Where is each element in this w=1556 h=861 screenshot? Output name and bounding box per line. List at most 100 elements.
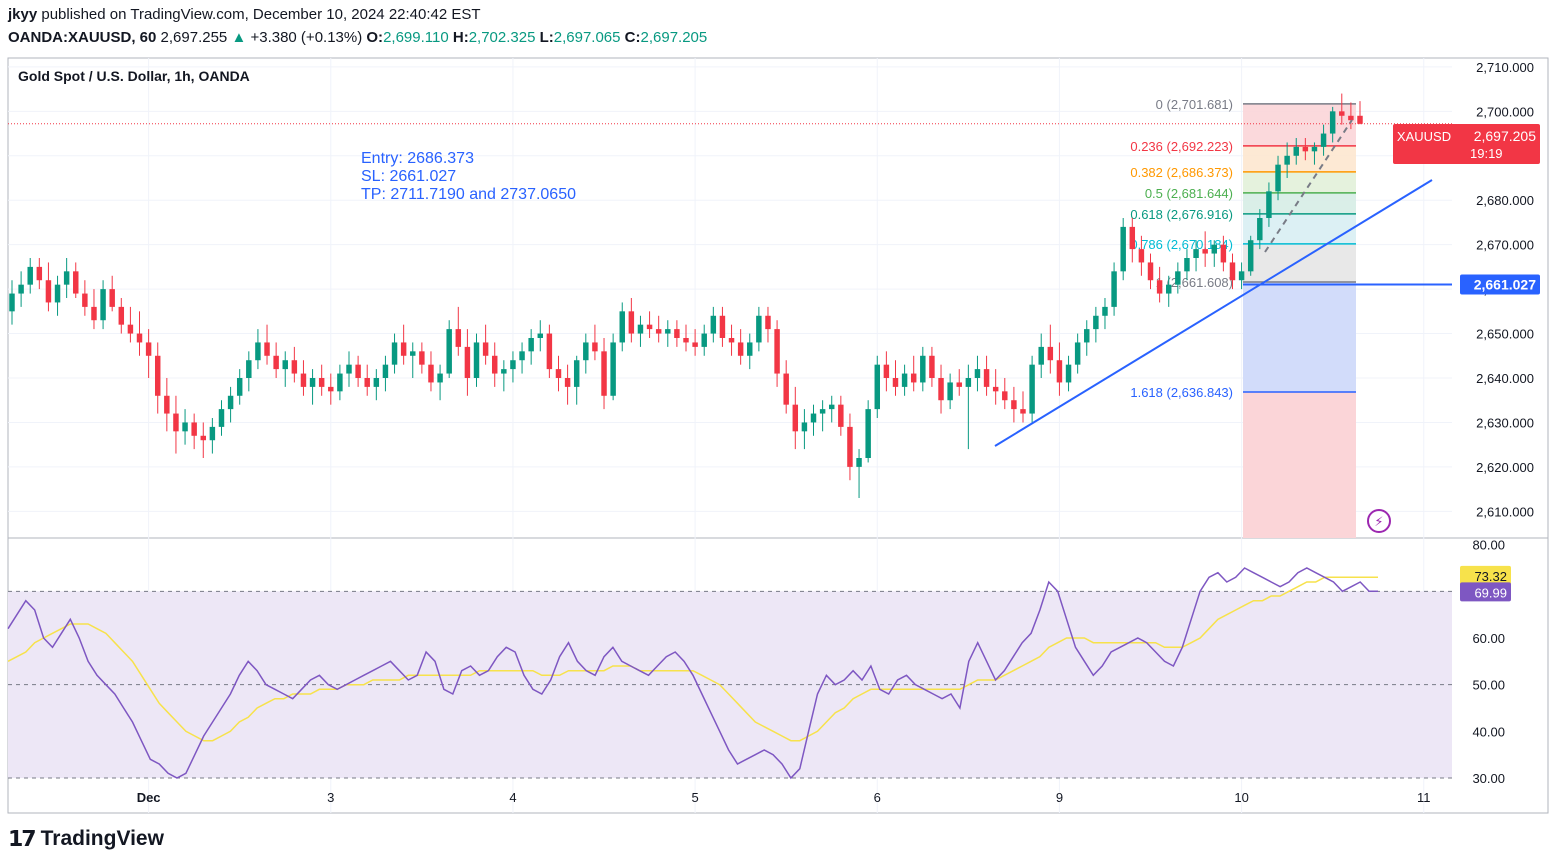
candle-body bbox=[592, 342, 598, 352]
trend-line bbox=[994, 179, 1433, 447]
candle-body bbox=[938, 378, 944, 401]
candle-body bbox=[282, 360, 288, 370]
current-price-value: 2,697.205 bbox=[1474, 128, 1536, 144]
candle-body bbox=[1074, 342, 1081, 365]
candle-body bbox=[1247, 240, 1254, 272]
candle-body bbox=[637, 324, 644, 334]
rsi-ma-value: 73.32 bbox=[1474, 569, 1507, 584]
time-tick-label: 4 bbox=[509, 790, 516, 805]
candle-body bbox=[819, 409, 826, 414]
fib-zone bbox=[1243, 281, 1356, 393]
candle-body bbox=[1193, 249, 1199, 258]
candle-body bbox=[856, 458, 862, 467]
fib-level-label: 0.236 (2,692.223) bbox=[1130, 139, 1233, 154]
candle-body bbox=[45, 280, 52, 303]
projection-path bbox=[1264, 119, 1353, 253]
author-name[interactable]: jkyy bbox=[8, 6, 38, 23]
candle-body bbox=[209, 426, 216, 441]
fib-zone bbox=[1243, 145, 1356, 172]
candle-body bbox=[1056, 360, 1063, 383]
candle-body bbox=[100, 289, 106, 321]
candle-body bbox=[774, 329, 780, 374]
candle-body bbox=[610, 342, 616, 396]
candle-body bbox=[82, 293, 88, 307]
candle-body bbox=[810, 413, 817, 423]
current-price-symbol: XAUUSD bbox=[1397, 129, 1451, 144]
price-tick-label: 2,680.000 bbox=[1476, 193, 1534, 208]
candle-body bbox=[455, 329, 462, 347]
price-tick-label: 2,610.000 bbox=[1476, 504, 1534, 519]
candle-body bbox=[646, 324, 653, 330]
candle-body bbox=[164, 395, 170, 414]
candle-body bbox=[910, 373, 917, 383]
candle-body bbox=[510, 360, 516, 370]
candle-body bbox=[482, 342, 489, 356]
candle-body bbox=[619, 311, 625, 343]
candle-body bbox=[828, 404, 835, 410]
candle-body bbox=[328, 386, 334, 392]
candle-body bbox=[419, 351, 425, 365]
rsi-tick-label: 80.00 bbox=[1472, 538, 1505, 553]
candle-body bbox=[719, 315, 726, 338]
price-tick-label: 2,650.000 bbox=[1476, 327, 1534, 342]
symbol-quote-line: OANDA:XAUUSD, 60 2,697.255 ▲ +3.380 (+0.… bbox=[8, 29, 707, 46]
stop-loss-badge bbox=[1460, 274, 1540, 295]
tradingview-logo[interactable]: 𝟭𝟳 TradingView bbox=[8, 826, 164, 852]
candle-body bbox=[382, 364, 389, 378]
candle-body bbox=[546, 333, 553, 370]
candle-body bbox=[491, 355, 498, 374]
candle-body bbox=[674, 329, 680, 338]
fib-level-label: 0.786 (2,670.184) bbox=[1130, 237, 1233, 252]
candle-body bbox=[1211, 244, 1218, 254]
candle-body bbox=[373, 378, 380, 387]
candle-body bbox=[838, 404, 844, 427]
price-tick-label: 2,630.000 bbox=[1476, 415, 1534, 430]
candle-body bbox=[309, 378, 316, 387]
candle-body bbox=[200, 435, 207, 441]
candle-body bbox=[1038, 346, 1044, 365]
candle-body bbox=[246, 360, 252, 378]
rsi-ma-line bbox=[7, 576, 1378, 742]
fib-level-label: 1.618 (2,636.843) bbox=[1130, 385, 1233, 400]
lightning-icon-glyph: ⚡ bbox=[1374, 515, 1383, 530]
candle-body bbox=[573, 360, 580, 387]
candle-body bbox=[628, 311, 635, 334]
candle-body bbox=[1147, 262, 1154, 281]
chart-title: Gold Spot / U.S. Dollar, 1h, OANDA bbox=[18, 68, 250, 84]
candle-body bbox=[1065, 364, 1072, 383]
candle-body bbox=[956, 382, 962, 387]
candle-body bbox=[765, 315, 771, 330]
candle-body bbox=[501, 369, 507, 374]
candle-body bbox=[929, 355, 935, 378]
candle-body bbox=[1220, 244, 1227, 263]
candle-body bbox=[154, 355, 161, 396]
candle-body bbox=[1138, 249, 1145, 263]
fib-zone bbox=[1243, 392, 1356, 538]
candle-body bbox=[364, 378, 370, 387]
candle-body bbox=[1020, 409, 1026, 414]
candle-body bbox=[446, 329, 452, 374]
fib-level-label: 0.618 (2,676.916) bbox=[1130, 207, 1233, 222]
trade-annotation-line: Entry: 2686.373 bbox=[361, 150, 474, 167]
time-tick-label: Dec bbox=[137, 790, 161, 805]
candle-body bbox=[692, 342, 698, 347]
trade-annotation-line: SL: 2661.027 bbox=[361, 168, 456, 185]
candle-body bbox=[264, 342, 270, 356]
stop-loss-value: 2,661.027 bbox=[1474, 277, 1536, 293]
published-text: published on TradingView.com, December 1… bbox=[41, 6, 481, 23]
candle-body bbox=[291, 360, 298, 374]
candle-body bbox=[801, 422, 808, 432]
time-tick-label: 11 bbox=[1417, 790, 1431, 805]
candle-body bbox=[300, 373, 307, 387]
high-label: H: bbox=[452, 29, 469, 46]
price-tick-label: 2,710.000 bbox=[1476, 60, 1534, 75]
candle-body bbox=[337, 373, 343, 392]
rsi-tick-label: 40.00 bbox=[1472, 724, 1505, 739]
rsi-tick-label: 50.00 bbox=[1472, 678, 1505, 693]
symbol-name[interactable]: OANDA:XAUUSD, 60 bbox=[8, 29, 157, 46]
candle-body bbox=[728, 338, 735, 343]
candle-body bbox=[1329, 111, 1336, 134]
low-value: 2,697.065 bbox=[553, 29, 621, 46]
candle-body bbox=[901, 373, 908, 387]
